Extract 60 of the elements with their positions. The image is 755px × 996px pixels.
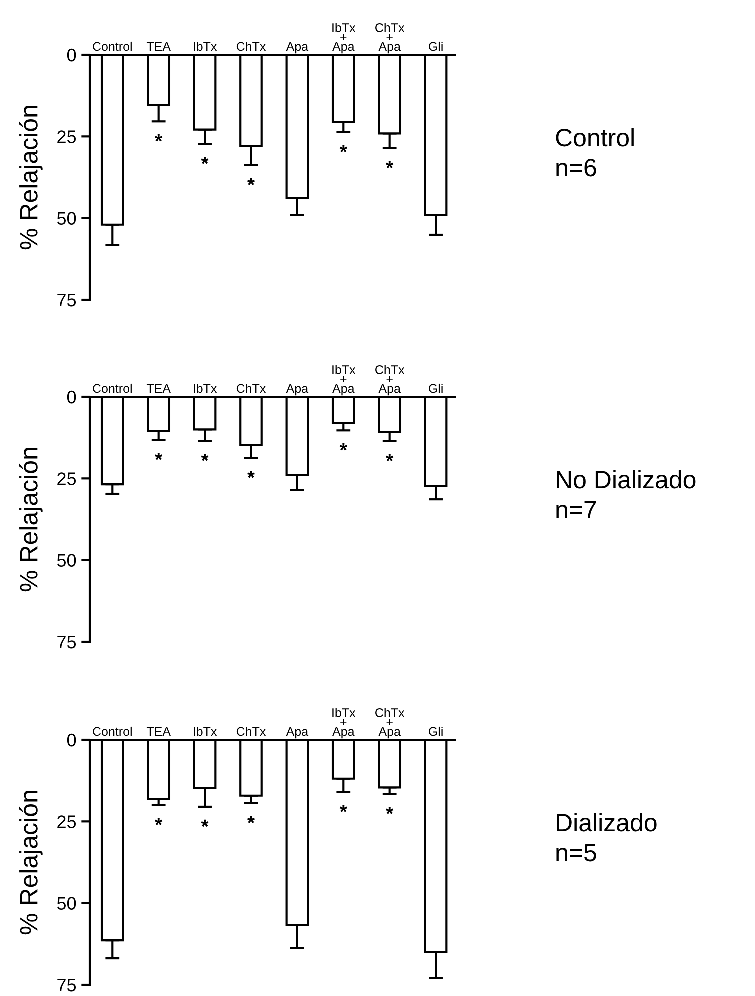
- x-tick-label: ChTx: [236, 42, 266, 52]
- x-tick-label: ChTx + Apa: [376, 365, 405, 396]
- text: n=5: [556, 844, 596, 862]
- x-tick-label: ChTx + Apa: [376, 708, 405, 739]
- text: n=6: [556, 159, 596, 177]
- y-axis-title: % Relajación: [19, 448, 43, 592]
- annotation: *: [248, 470, 255, 478]
- x-tick-label: Control: [93, 42, 132, 52]
- annotation: *: [155, 134, 163, 142]
- x-tick-label: IbTx + Apa: [332, 365, 356, 396]
- y-tick-label: 25: [58, 472, 76, 486]
- y-axis-title: % Relajación: [19, 791, 43, 935]
- text: Dializado: [557, 813, 657, 832]
- y-tick-label: 75: [58, 979, 76, 992]
- x-tick-label: Apa: [286, 42, 309, 54]
- y-axis-title: % Relajación: [19, 106, 43, 250]
- annotation: *: [248, 816, 255, 824]
- text: Control: [556, 128, 634, 147]
- annotation: *: [386, 161, 394, 169]
- x-tick-label: ChTx: [236, 384, 266, 394]
- x-tick-label: TEA: [146, 42, 171, 52]
- y-tick-label: 75: [58, 636, 76, 649]
- text: No Dializado: [557, 470, 696, 489]
- x-tick-label: Gli: [429, 384, 443, 394]
- x-tick-label: Control: [93, 384, 132, 394]
- y-tick-label: 25: [58, 130, 76, 144]
- annotation: *: [155, 818, 163, 826]
- x-tick-label: TEA: [146, 727, 171, 736]
- x-tick-label: IbTx: [194, 384, 218, 394]
- x-tick-label: Gli: [429, 42, 443, 52]
- y-tick-label: 0: [67, 390, 76, 404]
- annotation: *: [201, 454, 209, 462]
- annotation: *: [201, 157, 209, 164]
- annotation: *: [386, 454, 394, 462]
- x-tick-label: ChTx: [236, 726, 266, 736]
- y-tick-label: 50: [57, 554, 76, 568]
- x-tick-label: IbTx + Apa: [332, 23, 356, 54]
- annotation: *: [386, 807, 394, 814]
- text: n=7: [556, 501, 596, 518]
- x-tick-label: IbTx: [194, 726, 218, 736]
- x-tick-label: ChTx + Apa: [376, 23, 405, 54]
- y-tick-label: 50: [57, 897, 76, 910]
- x-tick-label: IbTx: [194, 42, 218, 52]
- annotation: *: [248, 178, 255, 186]
- annotation: *: [340, 805, 348, 812]
- y-tick-label: 75: [58, 294, 76, 307]
- y-tick-label: 0: [67, 734, 76, 747]
- annotation: *: [155, 453, 163, 460]
- y-tick-label: 25: [58, 816, 76, 828]
- x-tick-label: IbTx + Apa: [332, 708, 356, 739]
- y-tick-label: 0: [67, 48, 76, 62]
- x-tick-label: Apa: [286, 727, 309, 739]
- x-tick-label: TEA: [146, 384, 171, 394]
- x-tick-label: Control: [93, 726, 132, 736]
- annotation: *: [201, 820, 209, 828]
- x-tick-label: Apa: [286, 384, 309, 396]
- x-tick-label: Gli: [429, 726, 443, 736]
- annotation: *: [340, 145, 348, 153]
- y-tick-label: 50: [57, 212, 76, 226]
- annotation: *: [340, 444, 348, 451]
